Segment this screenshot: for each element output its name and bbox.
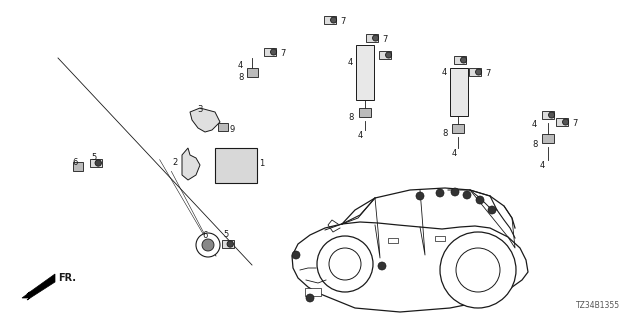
Circle shape: [548, 112, 555, 118]
Bar: [223, 240, 234, 248]
Bar: [218, 123, 228, 131]
Bar: [246, 68, 257, 76]
Bar: [379, 51, 392, 60]
Text: 4: 4: [532, 120, 537, 129]
Text: 8: 8: [348, 113, 353, 122]
Circle shape: [488, 206, 496, 214]
Text: 5: 5: [223, 230, 228, 239]
Circle shape: [461, 57, 467, 63]
Circle shape: [476, 69, 482, 75]
Text: 7: 7: [572, 119, 577, 128]
Bar: [90, 159, 102, 167]
Circle shape: [306, 294, 314, 302]
Polygon shape: [182, 148, 200, 180]
Circle shape: [436, 189, 444, 197]
Bar: [365, 34, 378, 43]
Text: 7: 7: [340, 17, 346, 26]
Bar: [388, 238, 398, 243]
Text: 6: 6: [202, 231, 208, 240]
Circle shape: [95, 160, 101, 166]
Text: 5: 5: [92, 153, 97, 162]
Text: 1: 1: [259, 159, 264, 168]
Bar: [542, 133, 554, 142]
Circle shape: [329, 248, 361, 280]
Text: 6: 6: [72, 158, 77, 167]
Circle shape: [451, 188, 459, 196]
Text: TZ34B1355: TZ34B1355: [576, 301, 620, 310]
Text: 4: 4: [358, 131, 364, 140]
Bar: [305, 288, 321, 296]
Text: 4: 4: [540, 161, 545, 170]
Bar: [541, 111, 554, 119]
Circle shape: [271, 49, 276, 55]
Text: 4: 4: [452, 149, 457, 158]
Circle shape: [476, 196, 484, 204]
Circle shape: [385, 52, 392, 58]
Circle shape: [440, 232, 516, 308]
Circle shape: [463, 191, 471, 199]
Text: 9: 9: [230, 125, 236, 134]
Text: 8: 8: [532, 140, 538, 149]
Circle shape: [227, 241, 234, 247]
Circle shape: [416, 192, 424, 200]
Bar: [452, 124, 464, 132]
Bar: [468, 68, 481, 76]
Bar: [215, 148, 257, 183]
Polygon shape: [22, 274, 55, 300]
Bar: [356, 45, 374, 100]
Circle shape: [372, 35, 379, 41]
Text: 3: 3: [197, 105, 203, 114]
Circle shape: [317, 236, 373, 292]
Text: 7: 7: [382, 35, 387, 44]
Bar: [359, 108, 371, 116]
Text: 8: 8: [442, 129, 447, 138]
Circle shape: [196, 233, 220, 257]
Circle shape: [563, 119, 569, 125]
Text: 4: 4: [238, 61, 243, 70]
Bar: [324, 16, 337, 24]
Bar: [264, 48, 276, 56]
Bar: [454, 56, 467, 64]
Circle shape: [292, 251, 300, 259]
Circle shape: [456, 248, 500, 292]
Text: FR.: FR.: [58, 273, 76, 283]
Polygon shape: [190, 108, 220, 132]
Bar: [450, 68, 468, 116]
Bar: [435, 236, 445, 241]
Text: 4: 4: [348, 58, 353, 67]
Text: 7: 7: [485, 69, 490, 78]
Text: 8: 8: [238, 73, 243, 82]
Circle shape: [378, 262, 386, 270]
Circle shape: [202, 239, 214, 251]
Text: 4: 4: [442, 68, 447, 77]
Bar: [556, 118, 568, 126]
Bar: [73, 162, 83, 171]
Circle shape: [330, 17, 337, 23]
Text: 2: 2: [172, 157, 177, 166]
Text: 7: 7: [280, 49, 285, 58]
